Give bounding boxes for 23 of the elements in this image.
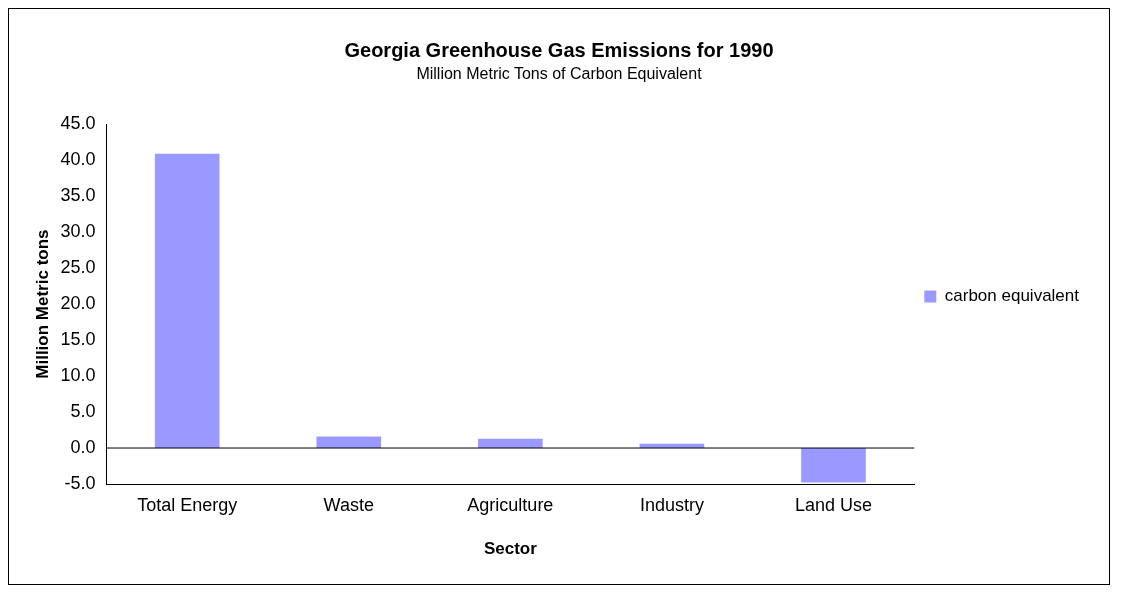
y-tick-label: 40.0 <box>60 149 96 170</box>
x-tick-label: Agriculture <box>467 494 554 515</box>
x-tick-label: Industry <box>639 494 704 515</box>
y-tick-label: 30.0 <box>60 221 96 242</box>
y-tick-label: 20.0 <box>60 293 96 314</box>
y-tick-label: 10.0 <box>60 365 96 386</box>
y-axis-title: Million Metric tons <box>32 229 52 379</box>
y-tick-label: -5.0 <box>64 472 96 493</box>
chart-subtitle: Million Metric Tons of Carbon Equivalent <box>416 65 703 83</box>
bar <box>801 448 866 483</box>
x-tick-label: Waste <box>323 494 374 515</box>
y-tick-label: 45.0 <box>60 113 96 134</box>
y-tick-label: 5.0 <box>70 401 96 422</box>
y-tick-label: 0.0 <box>70 436 96 457</box>
legend-label: carbon equivalent <box>944 286 1080 306</box>
x-tick-label: Land Use <box>794 494 873 515</box>
x-tick-label: Total Energy <box>137 494 238 515</box>
y-tick-label: 25.0 <box>60 257 96 278</box>
x-axis-title: Sector <box>483 539 538 559</box>
chart-title: Georgia Greenhouse Gas Emissions for 1990 <box>344 38 774 61</box>
bar <box>154 153 220 449</box>
y-tick-label: 15.0 <box>60 329 96 350</box>
y-tick-label: 35.0 <box>60 185 96 206</box>
